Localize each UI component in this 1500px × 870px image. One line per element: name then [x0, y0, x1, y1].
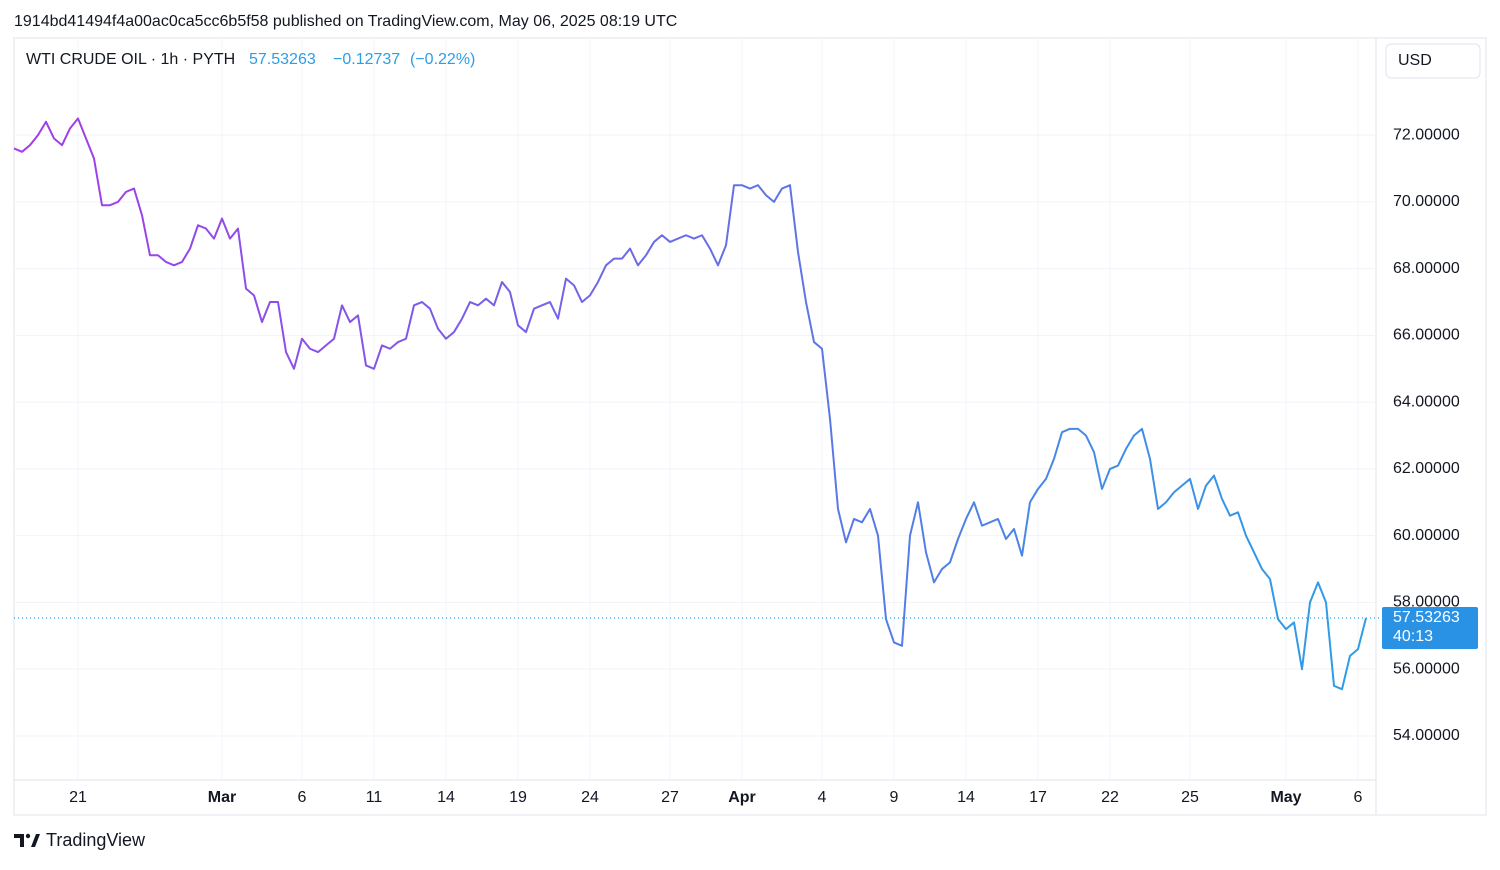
y-tick-label: 68.00000 — [1393, 260, 1460, 277]
x-tick-label: 22 — [1101, 789, 1119, 806]
x-tick-label: 24 — [581, 789, 599, 806]
currency: USD — [1398, 52, 1432, 69]
x-tick-label: 6 — [298, 789, 307, 806]
x-tick-label: 14 — [957, 789, 975, 806]
y-tick-label: 72.00000 — [1393, 126, 1460, 143]
x-tick-label: 14 — [437, 789, 455, 806]
y-tick-label: 66.00000 — [1393, 327, 1460, 344]
x-tick-label: 6 — [1354, 789, 1363, 806]
y-tick-label: 60.00000 — [1393, 527, 1460, 544]
x-tick-label: 11 — [366, 789, 383, 806]
change-pct: (−0.22%) — [410, 51, 475, 68]
frame — [13, 37, 1487, 816]
currency-box[interactable] — [1385, 43, 1481, 79]
y-tick-label: 64.00000 — [1393, 393, 1460, 410]
publish-line: 1914bd41494f4a00ac0ca5cc6b5f58 published… — [14, 13, 677, 30]
last-price-badge — [1382, 607, 1478, 650]
x-tick-label: May — [1270, 789, 1301, 806]
x-tick-label: Apr — [728, 789, 756, 806]
x-tick-label: 25 — [1181, 789, 1199, 806]
x-tick-label: 19 — [509, 789, 527, 806]
symbol: WTI CRUDE OIL · 1h · PYTH — [26, 51, 235, 68]
brand: TradingView — [46, 830, 146, 850]
x-tick-label: Mar — [208, 789, 236, 806]
y-tick-label: 58.00000 — [1393, 594, 1460, 611]
badge-price: 57.53263 — [1393, 609, 1460, 626]
y-tick-label: 70.00000 — [1393, 193, 1460, 210]
change: −0.12737 — [333, 51, 400, 68]
badge-countdown: 40:13 — [1393, 628, 1433, 645]
x-tick-label: 17 — [1029, 789, 1047, 806]
y-tick-label: 54.00000 — [1393, 727, 1460, 744]
x-tick-label: 27 — [661, 789, 679, 806]
x-tick-label: 21 — [69, 789, 87, 806]
y-tick-label: 62.00000 — [1393, 460, 1460, 477]
y-tick-label: 56.00000 — [1393, 660, 1460, 677]
price-line — [13, 117, 1367, 691]
x-tick-label: 4 — [818, 789, 827, 806]
x-tick-label: 9 — [890, 789, 899, 806]
last-price: 57.53263 — [249, 51, 316, 68]
logo — [14, 833, 40, 847]
